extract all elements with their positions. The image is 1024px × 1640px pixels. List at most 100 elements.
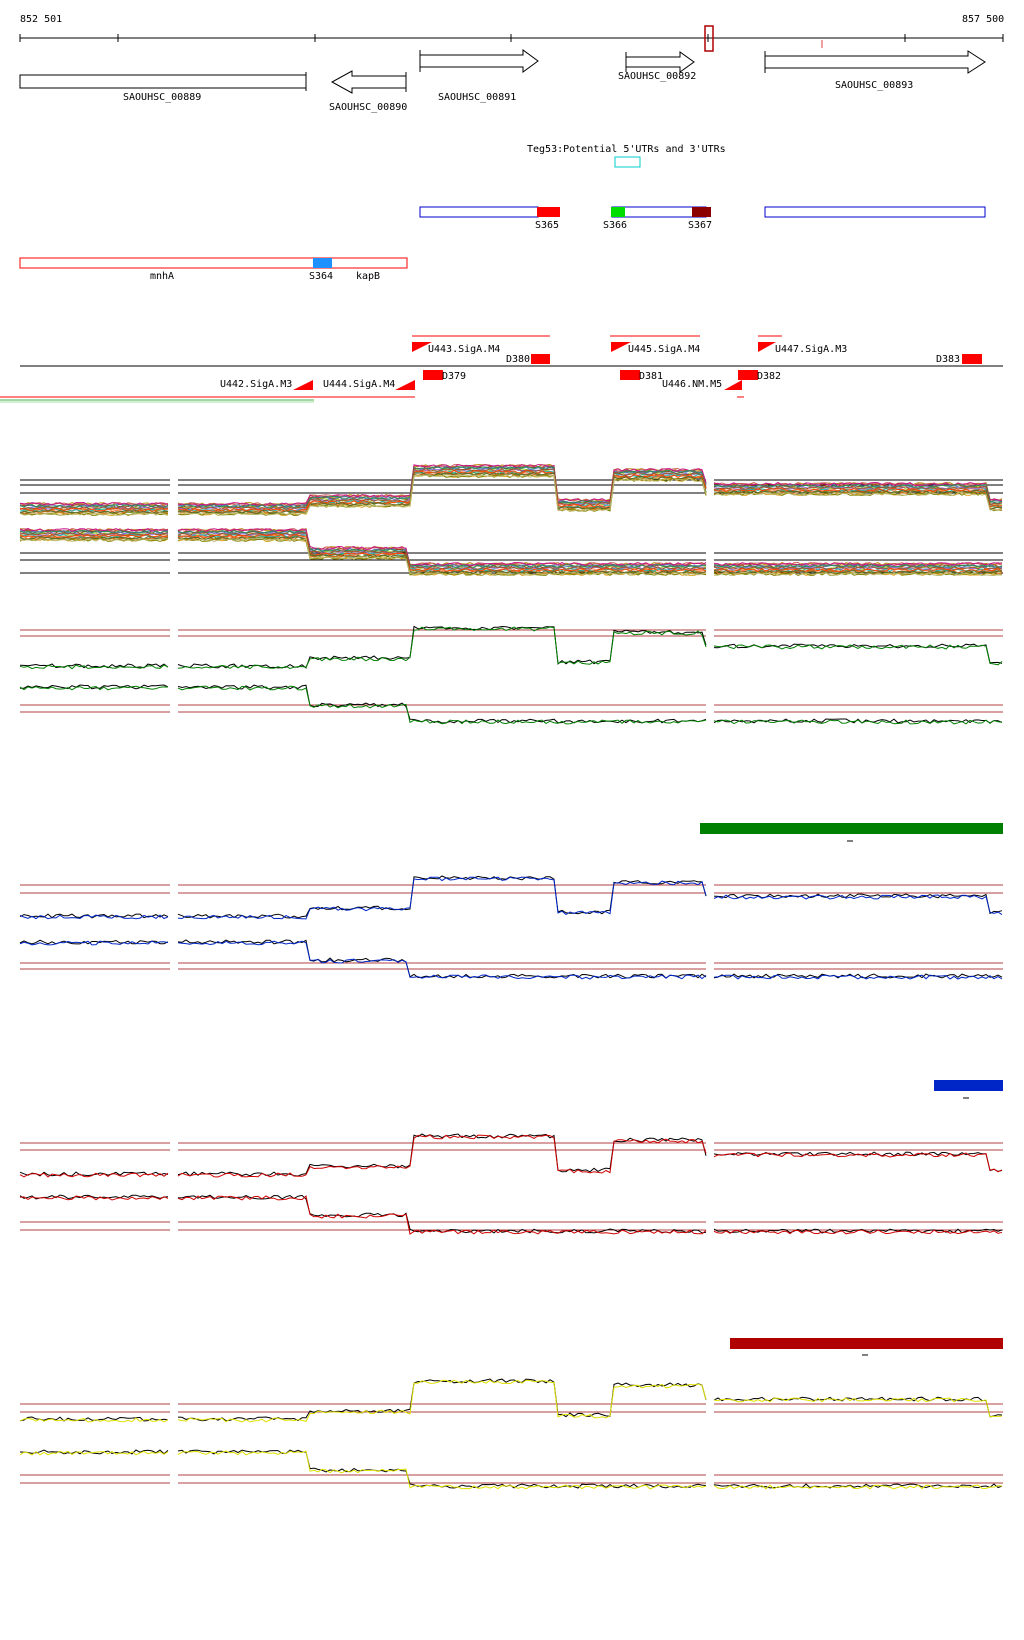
condition-trace-top — [177, 1134, 707, 1178]
condition-trace-top — [177, 1379, 707, 1423]
promoter-label: U445.SigA.M4 — [628, 344, 700, 355]
condition-trace-top — [713, 644, 1003, 666]
replicate-trace-top — [177, 625, 707, 669]
replicate-trace-bottom — [713, 718, 1003, 724]
condition-trace-bottom — [713, 562, 1003, 566]
condition-bar-green[interactable] — [700, 823, 1003, 834]
expression-panel-all-conditions — [19, 463, 1003, 577]
ruler-viewport-marker[interactable] — [704, 25, 714, 52]
condition-trace-top — [713, 1397, 1003, 1418]
condition-trace-top — [177, 465, 707, 509]
promoter-label: U443.SigA.M4 — [428, 344, 500, 355]
expression-panel-red — [19, 1133, 1003, 1235]
condition-bar-darkred[interactable] — [730, 1338, 1003, 1349]
replicate-trace-top — [713, 643, 1003, 664]
gene-label: SAOUHSC_00893 — [835, 80, 913, 91]
terminator-label: D383 — [936, 354, 960, 365]
condition-trace-bottom — [177, 528, 707, 567]
s365-label: S365 — [535, 220, 559, 231]
condition-trace-bottom — [177, 536, 707, 575]
promoter-flag[interactable] — [293, 380, 313, 390]
terminator-block[interactable] — [620, 370, 640, 380]
replicate-trace-bottom — [177, 939, 707, 979]
s366-block[interactable] — [611, 207, 625, 217]
condition-trace-bottom — [19, 940, 169, 946]
condition-trace-top — [713, 485, 1003, 506]
replicate-trace-top — [713, 1396, 1003, 1418]
gene-SAOUHSC_00890-arrow[interactable] — [330, 70, 407, 94]
utr-box[interactable] — [611, 206, 707, 218]
utr-feature-track: Teg53:Potential 5'UTRs and 3'UTRs S365 S… — [19, 144, 986, 282]
expression-panel-yellow — [19, 1378, 1003, 1490]
promoter-flag[interactable] — [395, 380, 415, 390]
condition-trace-top — [19, 914, 169, 920]
terminator-label: D382 — [757, 371, 781, 382]
promoter-label: U447.SigA.M3 — [775, 344, 847, 355]
ruler-minor-marker — [821, 40, 823, 48]
condition-trace-top — [19, 509, 169, 514]
utr-box[interactable] — [764, 206, 986, 218]
s364-label: S364 — [309, 271, 333, 282]
terminator-block[interactable] — [962, 354, 982, 364]
condition-trace-bottom — [714, 567, 1003, 573]
condition-trace-top — [19, 1172, 169, 1178]
condition-trace-top — [19, 506, 169, 511]
terminator-label: D381 — [639, 371, 663, 382]
ruler-start-label: 852 501 — [20, 14, 62, 25]
condition-bar-blue[interactable] — [934, 1080, 1003, 1091]
operon-mnhA-box[interactable] — [19, 257, 408, 269]
condition-trace-top — [19, 1417, 169, 1423]
condition-trace-top — [713, 492, 1003, 512]
terminator-block[interactable] — [423, 370, 443, 380]
replicate-trace-bottom — [177, 684, 707, 724]
replicate-trace-top — [177, 875, 707, 919]
condition-trace-top — [19, 504, 169, 509]
condition-trace-top — [19, 664, 169, 670]
s365-block[interactable] — [537, 207, 560, 217]
gene-label: SAOUHSC_00892 — [618, 71, 696, 82]
condition-trace-top — [177, 470, 707, 512]
replicate-trace-bottom — [177, 1449, 707, 1489]
condition-trace-top — [19, 505, 169, 511]
promoter-flag[interactable] — [412, 342, 432, 352]
condition-trace-bottom — [19, 1195, 169, 1201]
s366-label: S366 — [603, 220, 627, 231]
terminator-block[interactable] — [531, 354, 550, 364]
promoter-label: U444.SigA.M4 — [323, 379, 395, 390]
expression-panel-green — [19, 625, 1003, 725]
condition-trace-bottom — [713, 1229, 1003, 1235]
condition-trace-bottom — [19, 1450, 169, 1456]
condition-trace-top — [177, 463, 707, 506]
condition-trace-bottom — [713, 571, 1003, 577]
condition-trace-top — [713, 489, 1003, 510]
gene-SAOUHSC_00891-arrow[interactable] — [419, 49, 539, 73]
promoter-flag[interactable] — [758, 342, 776, 352]
condition-trace-top — [713, 483, 1003, 504]
condition-trace-bottom — [19, 538, 169, 542]
promoter-flag[interactable] — [611, 342, 631, 352]
gene-label: SAOUHSC_00890 — [329, 102, 407, 113]
gene-label: SAOUHSC_00891 — [438, 92, 516, 103]
condition-trace-bottom — [19, 534, 169, 539]
gene-SAOUHSC_00892-arrow[interactable] — [625, 51, 695, 73]
expression-panel-blue — [19, 875, 1003, 980]
condition-trace-top — [177, 472, 707, 514]
condition-trace-bottom — [177, 1195, 707, 1235]
condition-trace-bottom — [713, 974, 1003, 980]
s364-block[interactable] — [313, 258, 332, 268]
replicate-trace-bottom — [177, 1194, 707, 1234]
promoter-flag[interactable] — [724, 380, 742, 390]
condition-trace-bottom — [19, 527, 169, 532]
s367-block[interactable] — [692, 207, 711, 217]
gene-SAOUHSC_00893-arrow[interactable] — [764, 50, 986, 74]
condition-trace-bottom — [177, 1450, 707, 1490]
terminator-block[interactable] — [738, 370, 758, 380]
condition-trace-top — [713, 1152, 1003, 1173]
s367-label: S367 — [688, 220, 712, 231]
condition-trace-top — [177, 473, 707, 516]
utr-box[interactable] — [419, 206, 539, 218]
teg53-marker[interactable] — [614, 156, 641, 168]
condition-trace-bottom — [713, 719, 1003, 725]
gene-SAOUHSC_00889[interactable] — [19, 74, 307, 89]
condition-trace-top — [177, 464, 707, 506]
